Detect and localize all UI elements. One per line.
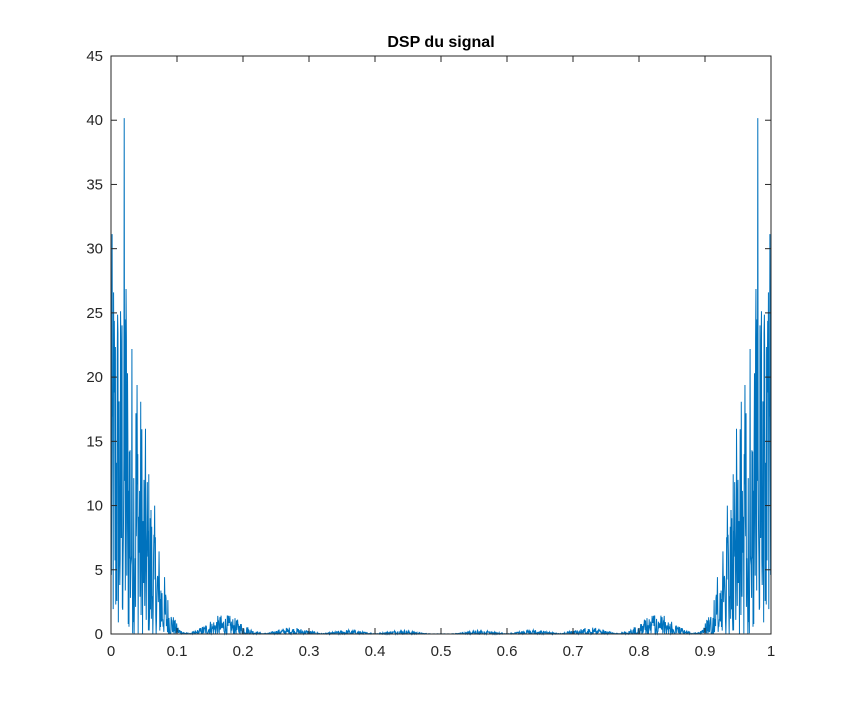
x-tick-label: 0.4 — [365, 643, 386, 660]
y-tick-label: 5 — [95, 562, 103, 579]
plot-area — [110, 55, 772, 636]
x-tick-label: 0.5 — [431, 643, 452, 660]
y-tick-label: 0 — [95, 626, 103, 643]
chart-title: DSP du signal — [387, 34, 494, 51]
x-tick-label: 1 — [767, 643, 775, 660]
x-tick-label: 0 — [107, 643, 115, 660]
y-tick-label: 10 — [86, 498, 103, 515]
x-axis: 0 0.1 0.2 0.3 0.4 0.5 0.6 0.7 0.8 0.9 1 — [107, 56, 775, 660]
y-axis: 0 5 10 15 20 25 30 35 40 45 — [86, 48, 771, 643]
y-tick-label: 25 — [86, 305, 103, 322]
y-tick-label: 15 — [86, 433, 103, 450]
y-tick-label: 35 — [86, 176, 103, 193]
x-tick-label: 0.6 — [497, 643, 518, 660]
x-tick-label: 0.7 — [563, 643, 584, 660]
x-tick-label: 0.2 — [233, 643, 254, 660]
y-tick-label: 45 — [86, 48, 103, 65]
y-tick-label: 20 — [86, 369, 103, 386]
x-tick-label: 0.3 — [299, 643, 320, 660]
y-tick-label: 30 — [86, 241, 103, 258]
x-tick-label: 0.1 — [167, 643, 188, 660]
x-tick-label: 0.8 — [629, 643, 650, 660]
y-tick-label: 40 — [86, 112, 103, 129]
x-tick-label: 0.9 — [695, 643, 716, 660]
axes-background — [111, 56, 771, 634]
